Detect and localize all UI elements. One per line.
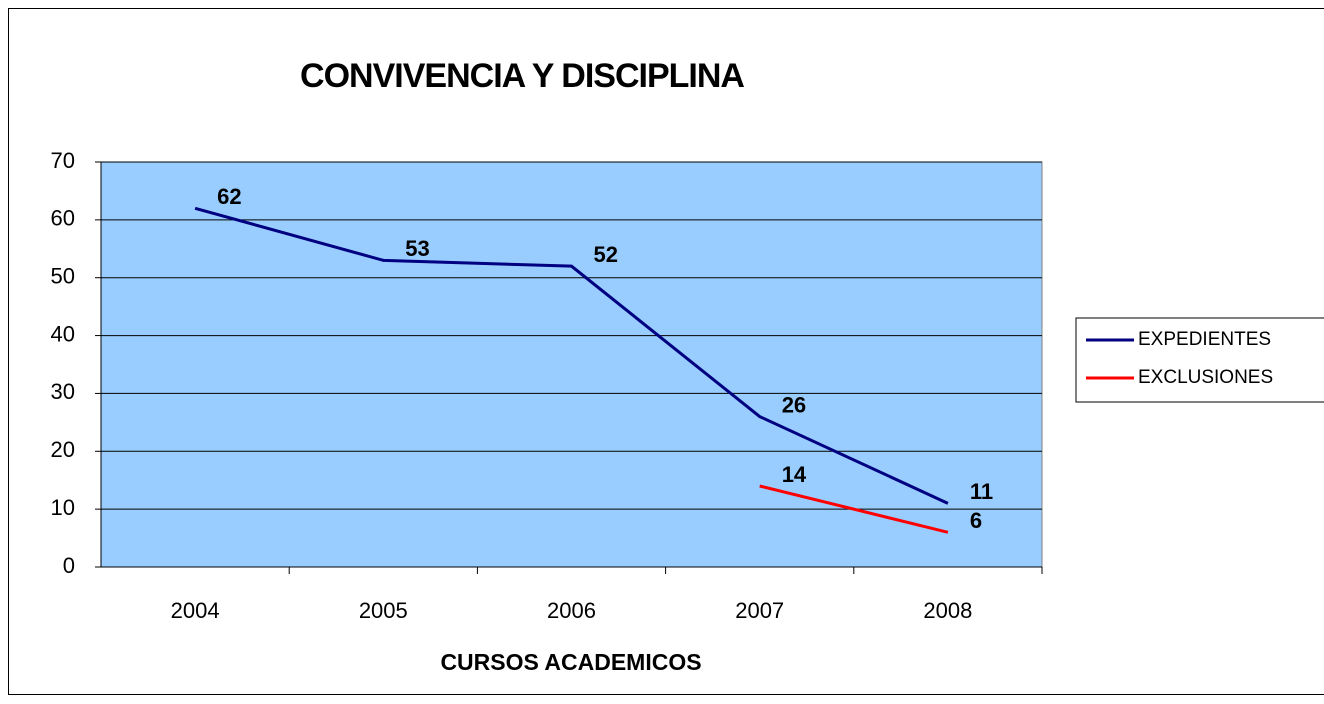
data-label: 26 xyxy=(782,392,806,417)
y-tick-label: 0 xyxy=(63,553,75,578)
legend-label: EXCLUSIONES xyxy=(1138,367,1273,388)
data-label: 52 xyxy=(594,242,618,267)
data-label: 14 xyxy=(782,462,807,487)
plot-area xyxy=(100,161,1043,568)
chart-title: CONVIVENCIA Y DISCIPLINA xyxy=(300,57,744,95)
x-tick-label: 2005 xyxy=(359,598,408,623)
x-axis-title: CURSOS ACADEMICOS xyxy=(440,649,701,675)
data-label: 53 xyxy=(405,236,429,261)
x-tick-label: 2007 xyxy=(735,598,784,623)
data-label: 6 xyxy=(970,508,982,533)
y-tick-label: 70 xyxy=(51,148,75,173)
x-tick-label: 2006 xyxy=(547,598,596,623)
legend-box xyxy=(1075,317,1324,403)
y-tick-label: 10 xyxy=(51,495,75,520)
y-tick-label: 40 xyxy=(51,321,75,346)
data-line xyxy=(194,206,949,505)
legend-label: EXPEDIENTES xyxy=(1138,329,1271,350)
x-tick-label: 2004 xyxy=(171,598,220,623)
x-tick-label: 2008 xyxy=(923,598,972,623)
data-label: 11 xyxy=(970,479,993,504)
y-tick-label: 60 xyxy=(51,206,75,231)
y-tick-label: 50 xyxy=(51,264,75,289)
data-label: 62 xyxy=(217,184,241,209)
data-line xyxy=(759,484,949,534)
y-tick-label: 20 xyxy=(51,437,75,462)
y-tick-label: 30 xyxy=(51,379,75,404)
